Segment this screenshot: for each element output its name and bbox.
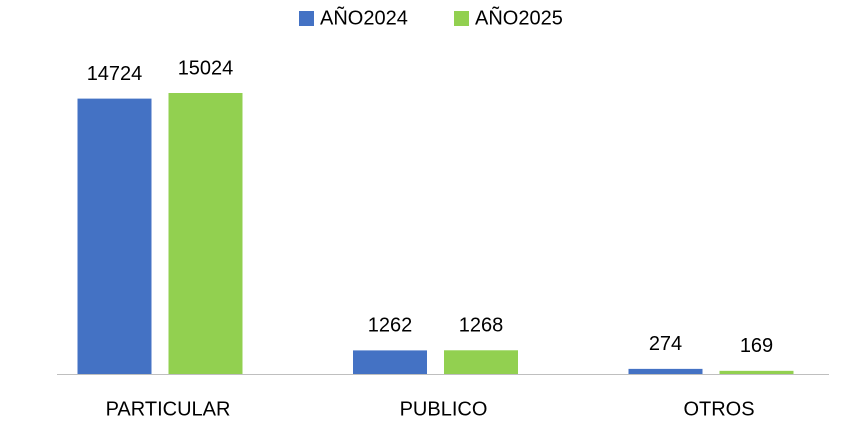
data-label: 1262 bbox=[368, 315, 413, 337]
bar bbox=[444, 350, 518, 374]
bar bbox=[168, 93, 243, 374]
legend-swatch bbox=[299, 11, 314, 26]
bar bbox=[77, 98, 152, 374]
bar bbox=[719, 370, 794, 374]
bar bbox=[628, 368, 703, 374]
data-label: 1268 bbox=[459, 315, 504, 337]
data-label: 274 bbox=[649, 333, 682, 355]
data-label: 15024 bbox=[178, 57, 234, 79]
data-label: 14724 bbox=[87, 63, 143, 85]
legend-label: AÑO2024 bbox=[320, 5, 408, 29]
bar bbox=[353, 350, 427, 374]
x-tick-label: PUBLICO bbox=[400, 398, 488, 420]
legend-swatch bbox=[454, 11, 469, 26]
legend-label: AÑO2025 bbox=[475, 5, 563, 29]
data-label: 169 bbox=[740, 335, 773, 357]
x-tick-label: OTROS bbox=[683, 398, 754, 420]
x-tick-label: PARTICULAR bbox=[106, 398, 231, 420]
